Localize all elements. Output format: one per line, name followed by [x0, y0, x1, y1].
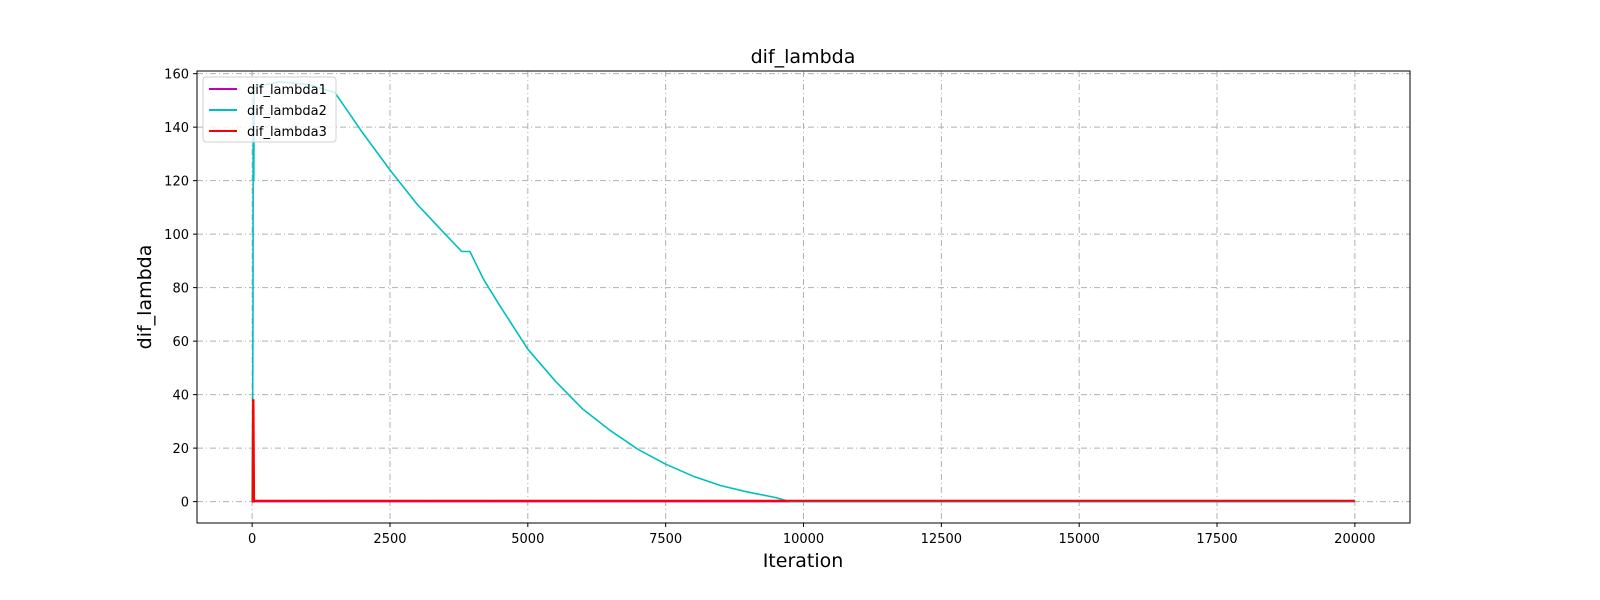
legend-label-dif_lambda3: dif_lambda3	[247, 125, 327, 140]
y-axis-ticks: 0 20 40 60 80 100 120 140 160	[164, 68, 197, 511]
x-tick-label: 20000	[1334, 532, 1375, 547]
x-tick-label: 10000	[783, 532, 824, 547]
y-tick-label: 160	[164, 68, 189, 83]
x-tick-label: 15000	[1059, 532, 1100, 547]
x-tick-label: 12500	[921, 532, 962, 547]
y-tick-label: 60	[172, 335, 189, 350]
chart-title: dif_lambda	[751, 46, 856, 68]
series-layer	[251, 80, 1355, 503]
series-line-dif_lambda2	[251, 80, 1355, 503]
x-tick-label: 7500	[649, 532, 682, 547]
y-tick-label: 80	[172, 282, 189, 297]
x-tick-label: 0	[248, 532, 256, 547]
x-tick-label: 2500	[373, 532, 406, 547]
y-tick-label: 40	[172, 389, 189, 404]
legend-label-dif_lambda2: dif_lambda2	[247, 104, 327, 119]
y-tick-label: 120	[164, 175, 189, 190]
legend: dif_lambda1 dif_lambda2 dif_lambda3	[202, 76, 337, 143]
grid	[197, 71, 1410, 523]
y-tick-label: 20	[172, 442, 189, 457]
y-tick-label: 0	[181, 496, 189, 511]
y-axis-label: dif_lambda	[134, 245, 156, 350]
legend-label-dif_lambda1: dif_lambda1	[247, 83, 327, 98]
x-axis-ticks: 0 2500 5000 7500 10000 12500 15000 17500 20000	[248, 523, 1376, 547]
legend-box	[202, 76, 337, 143]
x-tick-label: 17500	[1196, 532, 1237, 547]
x-axis-label: Iteration	[763, 550, 844, 572]
y-tick-label: 140	[164, 121, 189, 136]
series-line-dif_lambda3	[251, 399, 1355, 503]
x-tick-label: 5000	[511, 532, 544, 547]
y-tick-label: 100	[164, 228, 189, 243]
